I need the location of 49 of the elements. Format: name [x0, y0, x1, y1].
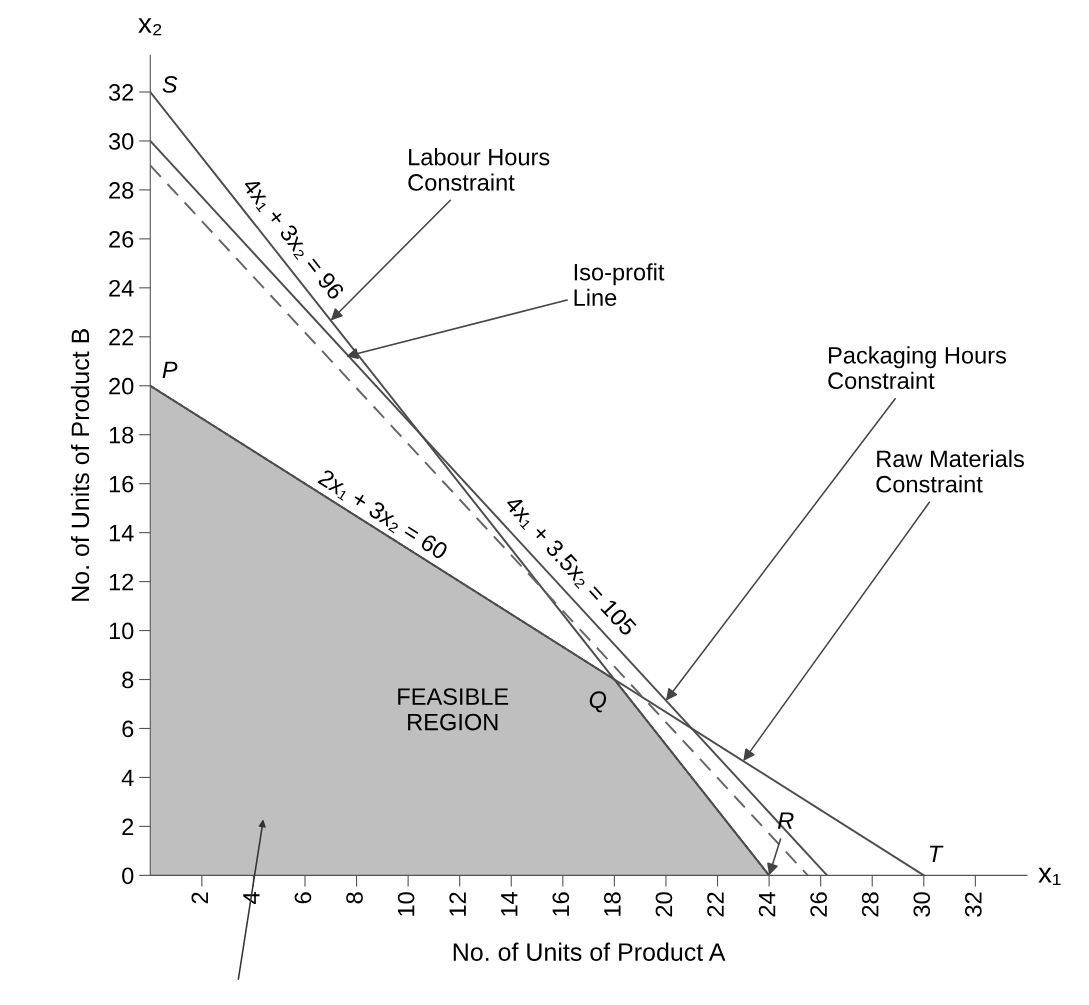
y-tick-label: 10: [109, 622, 134, 640]
x-tick-label: 4: [243, 892, 260, 904]
annotation: Q: [589, 691, 607, 713]
annotation: R: [777, 812, 794, 829]
y-tick-label: 0: [122, 867, 134, 885]
y-tick-label: 8: [122, 671, 134, 689]
y-tick-label: 24: [109, 279, 134, 297]
y-tick-label: 20: [109, 377, 134, 395]
x-tick-label: 2: [191, 892, 208, 904]
annotation: 2x₁ + 3x₂ = 60: [316, 468, 449, 562]
annotation: T: [929, 845, 944, 863]
x-tick-label: 16: [552, 892, 570, 916]
x-tick-label: 6: [294, 892, 312, 904]
y-tick-label: 6: [122, 720, 134, 738]
annotation: Iso-profit Line: [574, 263, 665, 306]
y-tick-label: 18: [109, 426, 134, 444]
y-tick-label: 22: [109, 328, 134, 346]
x-tick-label: 26: [810, 892, 827, 917]
annotation: P: [162, 361, 178, 378]
x-tick-label: 14: [501, 892, 518, 916]
x-tick-label: 8: [346, 892, 363, 904]
y-tick-label: 16: [109, 475, 134, 493]
x-tick-label: 10: [397, 892, 415, 916]
annotation: Labour Hours Constraint: [408, 148, 550, 191]
x-axis-title: No. of Units of Product A: [453, 942, 726, 961]
annotation: Raw Materials Constraint: [876, 449, 1024, 493]
y-tick-label: 28: [109, 181, 134, 199]
annotation: Packaging Hours Constraint: [828, 346, 1007, 390]
y-tick-label: 26: [109, 230, 134, 248]
y-tick-label: 30: [108, 133, 134, 150]
x-tick-label: 20: [655, 892, 673, 917]
x-tick-label: 30: [913, 892, 931, 917]
text: x₁: [1038, 867, 1061, 885]
x-tick-label: 18: [604, 892, 621, 916]
annotation: S: [162, 76, 178, 93]
y-tick-label: 12: [109, 573, 134, 591]
y-tick-label: 2: [122, 818, 134, 835]
annotation: FEASIBLE REGION: [398, 688, 509, 731]
x-tick-label: 28: [861, 892, 879, 917]
annotation: 4x₁ + 3x₂ = 96: [240, 176, 345, 302]
y-tick-label: 4: [121, 769, 134, 786]
y-tick-label: 14: [109, 524, 134, 542]
x-tick-label: 12: [449, 892, 466, 916]
x-tick-label: 32: [964, 892, 982, 917]
x-tick-label: 22: [707, 892, 724, 917]
y-axis-title: No. of Units of Product B: [70, 329, 90, 601]
x-tick-label: 24: [758, 892, 776, 917]
text: x₂: [138, 18, 162, 36]
y-tick-label: 32: [108, 84, 134, 101]
